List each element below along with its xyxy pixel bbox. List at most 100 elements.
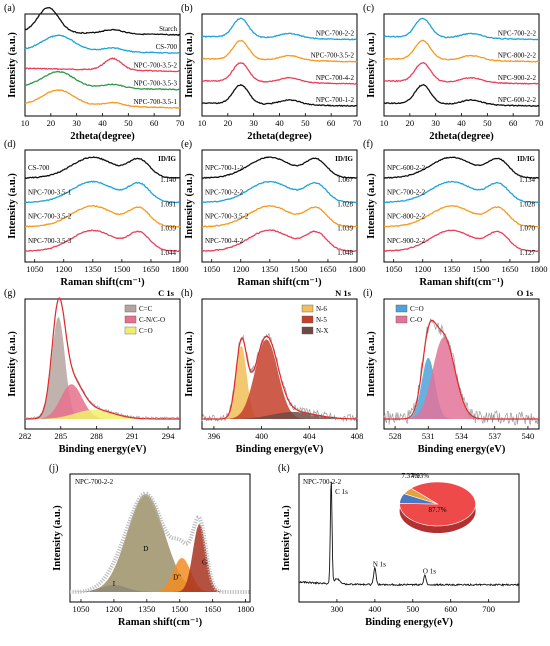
x-axis-label-a: 2theta(degree) (70, 131, 135, 142)
ratio-label-f-3: 1.127 (519, 249, 535, 257)
ratio-label-d-1: 1.091 (160, 200, 176, 208)
x-tick-label-k: 300 (331, 604, 344, 614)
panel-label-d: (d) (4, 139, 16, 150)
x-tick-label-e: 1050 (203, 264, 220, 274)
y-axis-label-d: Intensity (a.u.) (7, 173, 18, 239)
series-line-d-0 (24, 156, 180, 179)
peak-label-k-1: N 1s (373, 560, 386, 568)
y-axis-label-i: Intensity (a.u.) (366, 331, 377, 397)
x-tick-label-a: 50 (124, 118, 133, 128)
y-axis-label-h: Intensity (a.u.) (184, 331, 195, 397)
plot-frame-f (383, 149, 540, 263)
x-axis-label-b: 2theta(degree) (247, 131, 312, 142)
x-tick-label-h: 404 (303, 431, 317, 441)
series-name-f-1: NPC-700-2-2 (387, 188, 426, 196)
x-tick-label-k: 600 (444, 604, 457, 614)
series-line-b-1 (201, 39, 358, 63)
x-tick-label-j: 1800 (237, 604, 254, 614)
series-line-d-3 (24, 229, 181, 253)
x-tick-label-i: 537 (488, 431, 501, 441)
x-tick-label-g: 294 (162, 431, 176, 441)
raw-data-j (70, 491, 250, 594)
ratio-label-f-2: 1.070 (519, 225, 535, 233)
series-name-e-3: NPC-700-4-2 (205, 237, 244, 245)
series-line-f-3 (383, 229, 540, 253)
series-name-c-2: NPC-900-2-2 (498, 74, 537, 82)
x-tick-label-b: 60 (327, 118, 336, 128)
x-axis-label-k: Binding energy(eV) (365, 617, 453, 628)
series-line-e-0 (201, 156, 357, 180)
series-name-c-3: NPC-600-2-2 (498, 96, 537, 104)
legend-swatch-h-0 (301, 304, 314, 313)
x-tick-label-g: 282 (19, 431, 32, 441)
ratio-label-e-1: 1.028 (337, 200, 353, 208)
legend-swatch-g-2 (124, 326, 137, 335)
legend-label-i-1: C-O (410, 316, 422, 324)
y-axis-label-k: Intensity (a.u.) (281, 505, 292, 571)
series-line-b-2 (201, 62, 358, 85)
panel-label-g: (g) (4, 288, 16, 299)
x-tick-label-k: 500 (406, 604, 419, 614)
series-line-e-2 (201, 204, 358, 228)
x-tick-label-a: 30 (72, 118, 81, 128)
series-line-c-1 (383, 39, 540, 63)
x-tick-label-d: 1800 (172, 264, 189, 274)
ratio-label-f-1: 1.028 (519, 200, 535, 208)
series-name-f-3: NPC-900-2-2 (387, 237, 426, 245)
component-peak-h-1 (202, 339, 357, 419)
component-peak-i-1 (384, 337, 539, 419)
x-tick-label-e: 1350 (261, 264, 278, 274)
series-name-b-2: NPC-700-4-2 (316, 74, 355, 82)
series-name-e-1: NPC-700-2-2 (205, 188, 244, 196)
panel-title-i: O 1s (517, 288, 534, 298)
ratio-header-d: ID/IG (158, 155, 176, 163)
component-label-j-2: D'' (173, 574, 181, 582)
x-axis-label-c: 2theta(degree) (429, 131, 494, 142)
x-tick-label-j: 1650 (204, 604, 221, 614)
x-tick-label-b: 30 (249, 118, 258, 128)
x-tick-label-j: 1350 (138, 604, 155, 614)
x-tick-label-d: 1200 (55, 264, 72, 274)
legend-label-g-2: C=O (139, 327, 153, 335)
panel-label-f: (f) (363, 139, 373, 150)
series-line-a-2 (24, 57, 181, 73)
series-line-c-3 (384, 83, 540, 108)
x-tick-label-j: 1050 (72, 604, 89, 614)
legend-label-h-2: N-X (316, 327, 328, 335)
series-line-e-1 (201, 180, 358, 204)
x-tick-label-c: 20 (406, 118, 415, 128)
legend-label-g-0: C=C (139, 305, 153, 313)
x-tick-label-c: 10 (380, 118, 389, 128)
x-tick-label-f: 1650 (501, 264, 518, 274)
panel-label-h: (h) (181, 288, 193, 299)
y-axis-label-a: Intensity (a.u.) (7, 32, 18, 98)
series-name-d-2: NPC-700-3.5-2 (28, 213, 72, 221)
component-peak-h-2 (202, 411, 357, 419)
panel-label-j: (j) (49, 463, 58, 474)
x-tick-label-b: 50 (301, 118, 310, 128)
series-name-b-3: NPC-700-1-2 (316, 96, 355, 104)
x-tick-label-f: 1500 (472, 264, 489, 274)
plot-frame-e (201, 149, 358, 263)
panel-label-a: (a) (4, 3, 15, 14)
x-tick-label-d: 1350 (84, 264, 101, 274)
ratio-label-d-0: 1.140 (160, 176, 176, 184)
series-name-a-4: NPC-700-3.5-1 (134, 98, 178, 106)
x-tick-label-c: 30 (431, 118, 440, 128)
x-tick-label-c: 60 (509, 118, 518, 128)
ratio-label-d-3: 1.044 (160, 249, 176, 257)
series-line-f-2 (383, 205, 540, 228)
series-line-d-1 (24, 180, 181, 204)
x-tick-label-d: 1050 (26, 264, 43, 274)
x-tick-label-e: 1500 (290, 264, 307, 274)
y-axis-label-f: Intensity (a.u.) (366, 173, 377, 239)
series-name-b-0: NPC-700-2-2 (316, 30, 355, 38)
x-tick-label-h: 408 (351, 431, 364, 441)
x-tick-label-i: 534 (455, 431, 469, 441)
y-axis-label-j: Intensity (a.u.) (52, 505, 63, 571)
x-tick-label-g: 291 (126, 431, 139, 441)
series-line-c-2 (383, 61, 540, 85)
series-line-f-0 (383, 156, 540, 180)
fit-envelope-i (384, 319, 539, 420)
ratio-header-f: ID/IG (517, 155, 535, 163)
